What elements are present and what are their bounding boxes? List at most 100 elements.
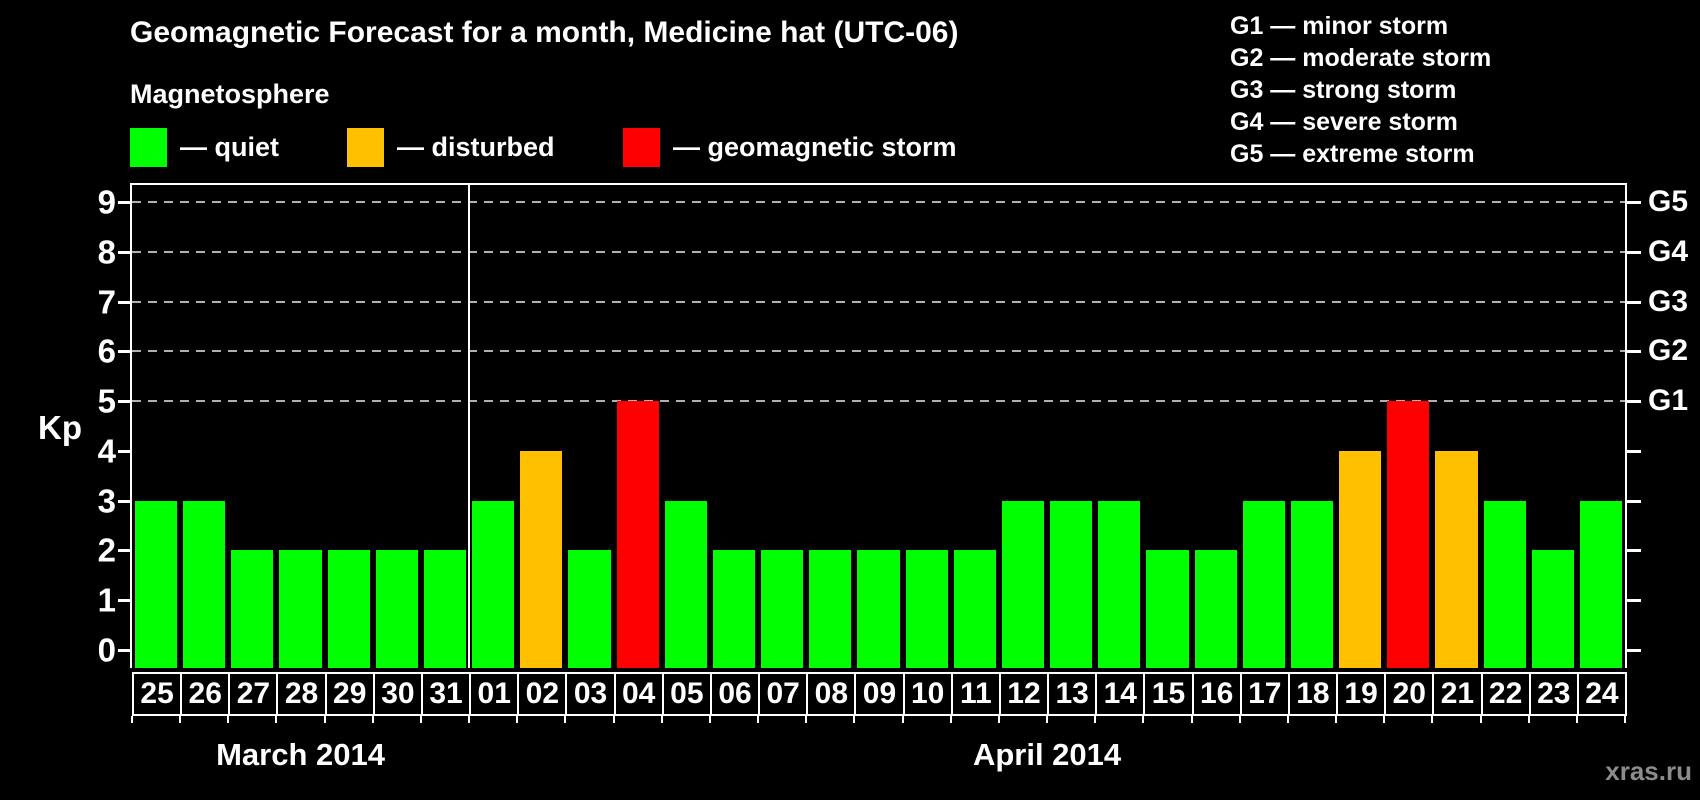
y-axis-line-right: [1625, 183, 1627, 668]
y-axis-tick-left-2: [118, 549, 132, 553]
g-scale-item-g2: G2 — moderate storm: [1230, 44, 1492, 72]
day-label-07: 07: [758, 672, 809, 716]
day-label-16: 16: [1191, 672, 1242, 716]
y-axis-tick-label-3: 3: [97, 482, 116, 520]
kp-bar-april-02: [520, 450, 563, 668]
day-label-30: 30: [372, 672, 423, 716]
g-scale-item-g4: G4 — severe storm: [1230, 108, 1458, 136]
y-axis-tick-left-6: [118, 350, 132, 354]
g-scale-legend: G1 — minor storm G2 — moderate storm G3 — …: [1230, 10, 1491, 170]
day-label-05: 05: [661, 672, 712, 716]
day-label-31: 31: [420, 672, 472, 716]
g-scale-item-g5: G5 — extreme storm: [1230, 140, 1475, 168]
y-axis-tick-left-0: [118, 649, 132, 652]
gridline-g4: [132, 250, 1625, 253]
day-label-14: 14: [1095, 672, 1146, 716]
kp-axis-title: Kp: [38, 409, 82, 446]
kp-bar-april-10: [905, 550, 948, 668]
day-boundary-tick-19: [1046, 716, 1049, 723]
y-axis-tick-left-7: [118, 300, 132, 304]
gridline-g3: [132, 300, 1625, 303]
y-axis-tick-left-8: [118, 250, 132, 254]
day-label-21: 21: [1432, 672, 1483, 716]
kp-bar-march-27: [231, 550, 274, 668]
day-boundary-tick-3: [275, 716, 278, 723]
day-boundary-tick-22: [1190, 716, 1193, 723]
day-label-06: 06: [709, 672, 761, 716]
day-boundary-tick-21: [1142, 716, 1145, 723]
gridline-g5: [132, 200, 1625, 203]
kp-bar-april-06: [712, 550, 756, 668]
kp-bar-april-14: [1098, 500, 1141, 668]
day-boundary-tick-23: [1238, 716, 1241, 723]
day-boundary-tick-25: [1335, 716, 1338, 723]
y-axis-line-left: [130, 183, 132, 668]
y-axis-tick-left-3: [118, 499, 132, 503]
kp-bar-april-09: [857, 550, 900, 668]
y-axis-tick-left-9: [118, 200, 132, 204]
day-boundary-tick-15: [853, 716, 856, 723]
y-axis-tick-right-5: [1627, 400, 1641, 404]
day-boundary-tick-0: [131, 716, 133, 723]
kp-bar-march-31: [423, 550, 467, 668]
day-boundary-tick-10: [612, 716, 615, 723]
day-label-20: 20: [1384, 672, 1435, 716]
day-boundary-tick-31: [1624, 716, 1626, 723]
legend-label-disturbed: — disturbed: [397, 131, 555, 162]
xras-watermark: xras.ru: [1605, 756, 1692, 786]
y-axis-tick-right-3: [1627, 499, 1641, 503]
day-label-15: 15: [1143, 672, 1194, 716]
kp-bar-april-03: [568, 550, 611, 668]
day-label-26: 26: [180, 672, 231, 716]
kp-bar-april-05: [664, 500, 707, 668]
kp-bar-april-08: [809, 550, 852, 668]
y-axis-tick-label-0: 0: [97, 631, 116, 669]
plot-border-top: [130, 183, 1627, 185]
g-scale-item-g3: G3 — strong storm: [1230, 76, 1457, 104]
y-axis-tick-right-6: [1627, 350, 1641, 354]
legend-swatch-quiet: [130, 127, 167, 167]
kp-bar-march-25: [135, 500, 178, 668]
kp-bar-april-20: [1387, 401, 1430, 668]
day-boundary-tick-8: [516, 716, 519, 723]
kp-bar-april-16: [1194, 550, 1237, 668]
kp-bar-april-11: [953, 550, 996, 668]
magnetosphere-label: Magnetosphere: [130, 79, 330, 109]
month-label-april-2014: April 2014: [972, 737, 1122, 772]
g-axis-label-g5: G5: [1648, 184, 1689, 218]
day-label-10: 10: [902, 672, 953, 716]
day-label-28: 28: [276, 672, 327, 716]
day-boundary-tick-20: [1094, 716, 1097, 723]
day-boundary-tick-6: [419, 716, 422, 723]
day-boundary-tick-11: [660, 716, 663, 723]
legend-swatch-storm: [623, 127, 660, 167]
kp-bar-march-29: [327, 550, 370, 668]
day-boundary-tick-30: [1575, 716, 1578, 723]
y-axis-tick-right-9: [1627, 200, 1641, 204]
day-boundary-tick-4: [323, 716, 326, 723]
month-divider-line: [468, 185, 471, 668]
day-boundary-tick-7: [468, 716, 471, 723]
day-boundary-tick-27: [1431, 716, 1434, 723]
day-boundary-tick-14: [805, 716, 808, 723]
legend-label-quiet: — quiet: [180, 131, 279, 162]
day-boundary-tick-1: [179, 716, 182, 723]
legend-item-disturbed: — disturbed: [347, 127, 555, 167]
gridline-g2: [132, 350, 1625, 353]
day-label-22: 22: [1480, 672, 1531, 716]
day-label-17: 17: [1239, 672, 1290, 716]
day-label-11: 11: [950, 672, 1001, 716]
day-boundary-tick-13: [757, 716, 760, 723]
legend-label-storm: — geomagnetic storm: [673, 131, 957, 162]
kp-bar-april-23: [1531, 550, 1574, 668]
day-label-09: 09: [854, 672, 905, 716]
legend-swatch-disturbed: [347, 127, 384, 167]
y-axis-tick-label-5: 5: [97, 382, 116, 420]
day-label-02: 02: [517, 672, 568, 716]
kp-bar-march-30: [375, 550, 418, 668]
day-boundary-tick-24: [1286, 716, 1289, 723]
day-boundary-tick-5: [371, 716, 374, 723]
chart-title: Geomagnetic Forecast for a month, Medici…: [130, 16, 959, 49]
day-label-19: 19: [1336, 672, 1387, 716]
y-axis-tick-label-1: 1: [97, 581, 116, 619]
